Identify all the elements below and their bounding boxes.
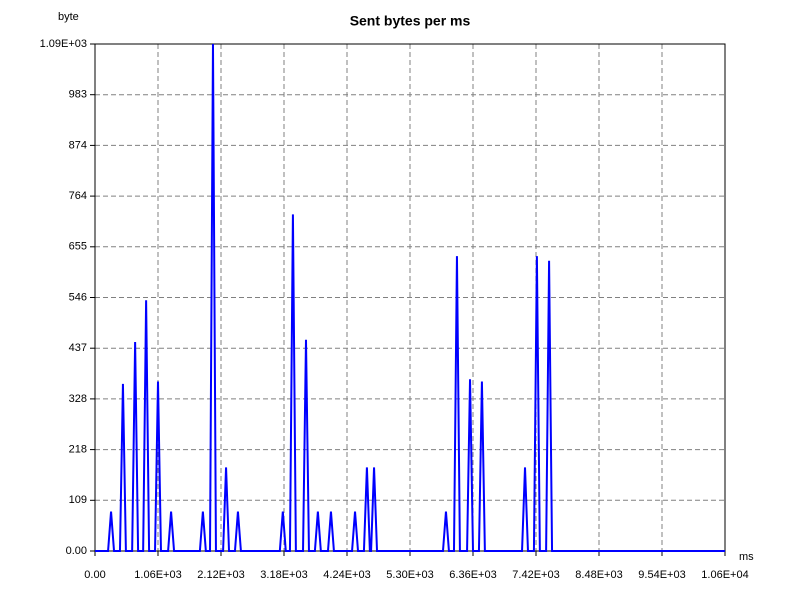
x-tick-label: 5.30E+03 — [386, 569, 433, 581]
y-tick-label: 1.09E+03 — [40, 38, 87, 50]
y-tick-label: 655 — [69, 241, 87, 253]
x-tick-label: 1.06E+04 — [701, 569, 748, 581]
y-tick-label: 218 — [69, 444, 87, 456]
x-tick-label: 3.18E+03 — [260, 569, 307, 581]
y-tick-label: 983 — [69, 89, 87, 101]
y-tick-label: 0.00 — [66, 545, 87, 557]
x-tick-label: 0.00 — [84, 569, 105, 581]
x-tick-label: 8.48E+03 — [575, 569, 622, 581]
y-tick-label: 328 — [69, 393, 87, 405]
y-tick-label: 764 — [69, 190, 87, 202]
y-tick-label: 546 — [69, 291, 87, 303]
y-tick-label: 437 — [69, 342, 87, 354]
x-tick-label: 7.42E+03 — [512, 569, 559, 581]
y-tick-label: 109 — [69, 494, 87, 506]
chart-title: Sent bytes per ms — [350, 13, 471, 29]
data-line — [95, 43, 725, 552]
x-tick-label: 6.36E+03 — [449, 569, 496, 581]
x-tick-label: 2.12E+03 — [197, 569, 244, 581]
x-axis-label: ms — [739, 551, 754, 563]
x-tick-label: 9.54E+03 — [638, 569, 685, 581]
y-axis-label: byte — [58, 11, 79, 23]
x-tick-label: 4.24E+03 — [323, 569, 370, 581]
x-tick-label: 1.06E+03 — [134, 569, 181, 581]
y-tick-label: 874 — [69, 139, 87, 151]
